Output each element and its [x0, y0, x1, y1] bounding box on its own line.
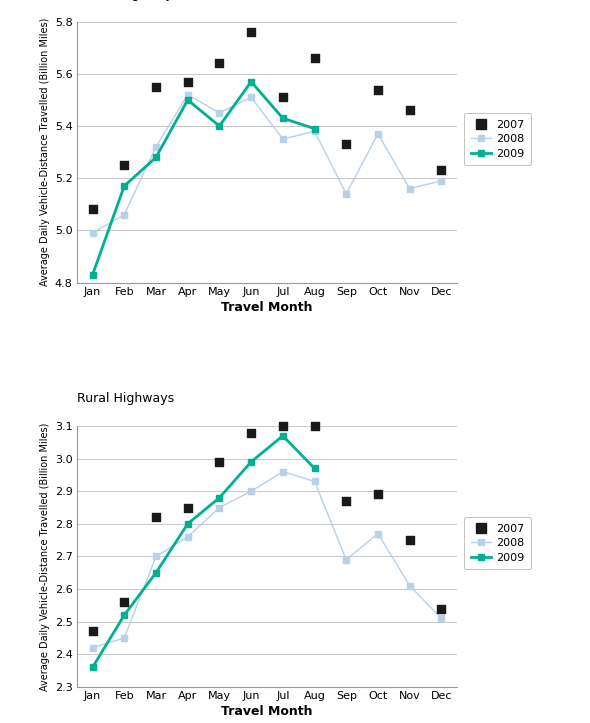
Point [342, 495, 351, 507]
Point [310, 53, 319, 64]
Point [437, 165, 446, 176]
Point [342, 139, 351, 150]
Point [373, 84, 383, 95]
Point [183, 76, 192, 87]
Point [247, 26, 256, 38]
X-axis label: Travel Month: Travel Month [221, 301, 313, 314]
Legend: 2007, 2008, 2009: 2007, 2008, 2009 [464, 113, 532, 165]
Y-axis label: Average Daily Vehicle-Distance Travelled (Billion Miles): Average Daily Vehicle-Distance Travelled… [41, 18, 51, 286]
Point [405, 534, 414, 546]
Y-axis label: Average Daily Vehicle-Distance Travelled (Billion Miles): Average Daily Vehicle-Distance Travelled… [41, 422, 51, 690]
Point [151, 81, 160, 93]
Point [120, 159, 129, 171]
Point [437, 603, 446, 615]
Text: Urban Highways: Urban Highways [77, 0, 179, 1]
Point [215, 58, 224, 69]
Point [247, 427, 256, 438]
Point [88, 625, 97, 637]
Point [88, 204, 97, 215]
Point [183, 502, 192, 513]
Point [120, 596, 129, 608]
Point [278, 92, 287, 103]
Point [215, 456, 224, 468]
X-axis label: Travel Month: Travel Month [221, 705, 313, 718]
Point [310, 420, 319, 432]
Text: Rural Highways: Rural Highways [77, 392, 174, 405]
Point [405, 105, 414, 116]
Point [373, 489, 383, 500]
Legend: 2007, 2008, 2009: 2007, 2008, 2009 [464, 517, 532, 570]
Point [151, 511, 160, 523]
Point [278, 420, 287, 432]
